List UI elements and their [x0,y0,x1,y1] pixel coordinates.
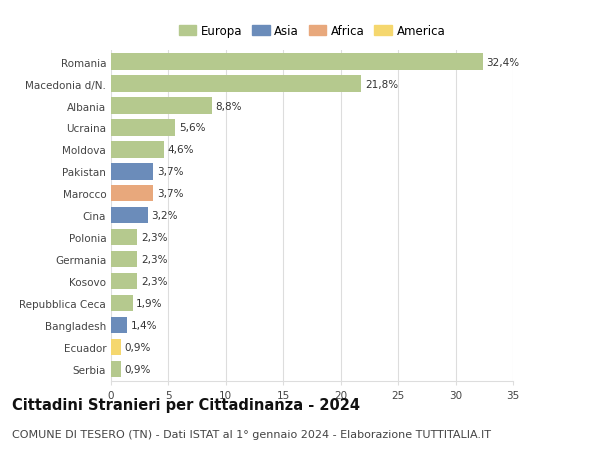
Text: 3,2%: 3,2% [151,211,178,221]
Text: 5,6%: 5,6% [179,123,205,133]
Bar [111,207,148,224]
Bar [111,251,137,268]
Bar [111,273,137,290]
Text: 21,8%: 21,8% [365,79,398,90]
Text: 8,8%: 8,8% [215,101,242,111]
Text: 1,4%: 1,4% [131,320,157,330]
Bar [111,339,121,355]
Text: 4,6%: 4,6% [167,145,194,155]
Text: 32,4%: 32,4% [487,57,520,67]
Text: Cittadini Stranieri per Cittadinanza - 2024: Cittadini Stranieri per Cittadinanza - 2… [12,397,360,412]
Legend: Europa, Asia, Africa, America: Europa, Asia, Africa, America [179,25,445,38]
Bar [111,98,212,114]
Text: 2,3%: 2,3% [141,276,167,286]
Text: 2,3%: 2,3% [141,233,167,243]
Text: 3,7%: 3,7% [157,189,184,199]
Text: 0,9%: 0,9% [125,342,151,352]
Text: 1,9%: 1,9% [136,298,163,308]
Text: 0,9%: 0,9% [125,364,151,374]
Bar [111,142,164,158]
Bar [111,76,361,93]
Bar [111,361,121,377]
Text: COMUNE DI TESERO (TN) - Dati ISTAT al 1° gennaio 2024 - Elaborazione TUTTITALIA.: COMUNE DI TESERO (TN) - Dati ISTAT al 1°… [12,429,491,439]
Bar [111,120,175,136]
Bar [111,317,127,333]
Bar [111,230,137,246]
Bar [111,164,154,180]
Text: 3,7%: 3,7% [157,167,184,177]
Text: 2,3%: 2,3% [141,254,167,264]
Bar [111,54,483,71]
Bar [111,185,154,202]
Bar [111,295,133,312]
